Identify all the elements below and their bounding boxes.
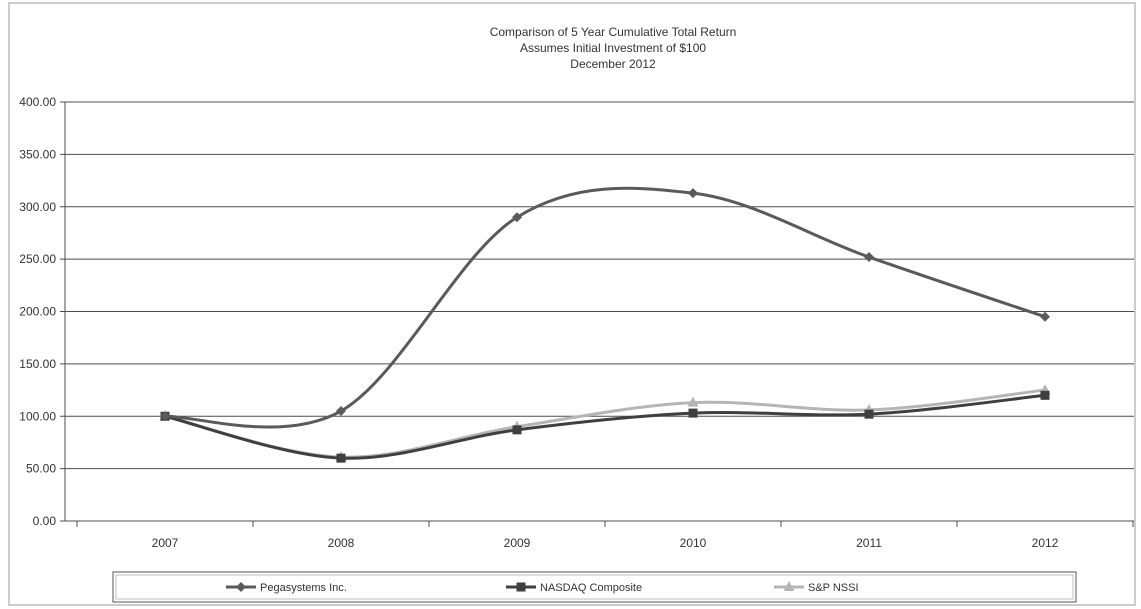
- legend-marker: [516, 582, 526, 592]
- y-tick-label: 200.00: [19, 305, 56, 319]
- data-point: [160, 411, 170, 422]
- data-point: [688, 408, 698, 418]
- x-tick-label: 2009: [504, 536, 531, 550]
- x-tick-label: 2007: [152, 536, 179, 550]
- legend-box-inner: [115, 574, 1074, 600]
- y-tick-label: 150.00: [19, 357, 56, 371]
- legend-label: NASDAQ Composite: [540, 582, 642, 594]
- x-tick-label: 2012: [1032, 536, 1059, 550]
- legend-item: NASDAQ Composite: [506, 582, 642, 594]
- legend: Pegasystems Inc. NASDAQ Composite S&P NSSI: [112, 571, 1077, 603]
- series-lines: [159, 186, 1051, 463]
- data-point: [1040, 311, 1050, 322]
- legend-marker: [236, 582, 246, 592]
- legend-items: Pegasystems Inc. NASDAQ Composite S&P NSSI: [226, 581, 859, 594]
- series-line: [163, 393, 1047, 460]
- y-tick-label: 0.00: [33, 514, 57, 528]
- chart-frame: [8, 2, 1136, 606]
- x-axis-tick-labels: 2007 2008 2009 2010 2011 2012: [152, 536, 1059, 550]
- legend-label: S&P NSSI: [808, 582, 859, 594]
- y-axis-tick-labels: 0.00 50.00 100.00 150.00 200.00 250.00 300.00 3…: [19, 95, 56, 528]
- y-tick-label: 100.00: [19, 409, 56, 423]
- data-point: [512, 425, 522, 435]
- title-line-3: December 2012: [570, 57, 656, 71]
- data-point: [864, 409, 874, 419]
- series-diamond: [160, 186, 1050, 429]
- legend-label: Pegasystems Inc.: [260, 582, 347, 594]
- y-tick-label: 50.00: [26, 462, 56, 476]
- legend-box: [112, 571, 1077, 603]
- y-tick-label: 350.00: [19, 147, 56, 161]
- title-line-1: Comparison of 5 Year Cumulative Total Re…: [490, 25, 737, 39]
- data-point: [687, 396, 699, 407]
- data-point: [336, 453, 346, 463]
- y-tick-label: 250.00: [19, 252, 56, 266]
- x-tick-label: 2010: [680, 536, 707, 550]
- y-tick-label: 300.00: [19, 200, 56, 214]
- gridlines: [60, 101, 1134, 527]
- legend-marker: [783, 581, 795, 591]
- data-point: [1040, 390, 1050, 400]
- x-tick-label: 2011: [856, 536, 882, 550]
- title-line-2: Assumes Initial Investment of $100: [520, 41, 706, 55]
- data-point: [688, 188, 698, 199]
- chart-title: Comparison of 5 Year Cumulative Total Re…: [490, 25, 737, 71]
- data-point: [512, 212, 522, 223]
- legend-item: S&P NSSI: [774, 581, 859, 594]
- x-tick-label: 2008: [328, 536, 355, 550]
- data-point: [864, 252, 874, 263]
- series-line: [163, 186, 1047, 429]
- data-point: [336, 406, 346, 417]
- y-tick-label: 400.00: [19, 95, 56, 109]
- legend-item: Pegasystems Inc.: [226, 582, 347, 594]
